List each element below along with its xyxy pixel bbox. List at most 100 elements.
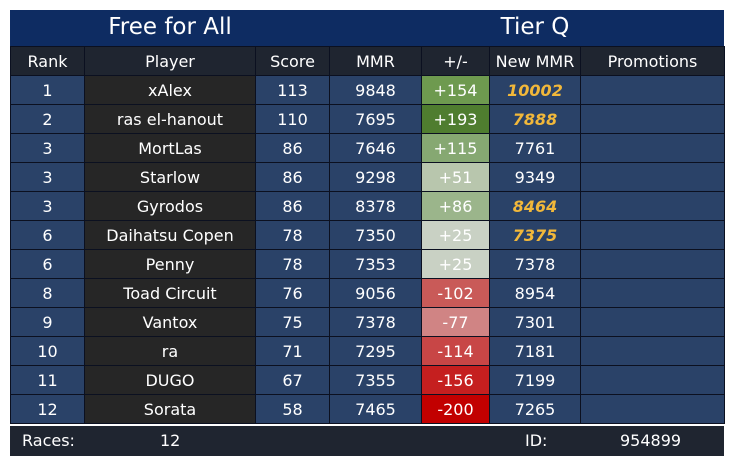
mmr-change-cell: +25 <box>421 249 490 279</box>
score-cell: 86 <box>255 162 330 192</box>
score-cell: 76 <box>255 278 330 308</box>
new-mmr-cell: 7378 <box>489 249 581 279</box>
mmr-cell: 7695 <box>329 104 422 134</box>
mode-title: Free for All <box>108 14 232 40</box>
player-cell: xAlex <box>84 75 256 105</box>
tier-title: Tier Q <box>500 14 570 40</box>
event-id: 954899 <box>620 431 682 450</box>
new-mmr-cell: 7181 <box>489 336 581 366</box>
mmr-cell: 8378 <box>329 191 422 221</box>
mmr-change-cell: +25 <box>421 220 490 250</box>
promotion-cell <box>580 278 725 308</box>
player-cell: ras el-hanout <box>84 104 256 134</box>
mmr-change-cell: -114 <box>421 336 490 366</box>
title-bar: Free for All Tier Q <box>10 10 724 46</box>
player-cell: Daihatsu Copen <box>84 220 256 250</box>
col-header-new-mmr: New MMR <box>489 46 581 76</box>
table-row: 3 Starlow 86 9298 +51 9349 <box>10 162 725 192</box>
score-cell: 67 <box>255 365 330 395</box>
col-header-rank: Rank <box>10 46 85 76</box>
promotion-cell <box>580 133 725 163</box>
table-row: 11 DUGO 67 7355 -156 7199 <box>10 365 725 395</box>
table-row: 8 Toad Circuit 76 9056 -102 8954 <box>10 278 725 308</box>
new-mmr-cell: 9349 <box>489 162 581 192</box>
rank-cell: 12 <box>10 394 85 424</box>
score-cell: 113 <box>255 75 330 105</box>
new-mmr-cell: 7265 <box>489 394 581 424</box>
mmr-change-cell: +193 <box>421 104 490 134</box>
rank-cell: 11 <box>10 365 85 395</box>
footer-bar: Races: 12 ID: 954899 <box>10 426 724 456</box>
rank-cell: 6 <box>10 249 85 279</box>
player-cell: Starlow <box>84 162 256 192</box>
table-row: 12 Sorata 58 7465 -200 7265 <box>10 394 725 424</box>
col-header-score: Score <box>255 46 330 76</box>
rank-cell: 1 <box>10 75 85 105</box>
mmr-cell: 9298 <box>329 162 422 192</box>
mmr-cell: 7378 <box>329 307 422 337</box>
new-mmr-cell: 7888 <box>489 104 581 134</box>
rank-cell: 2 <box>10 104 85 134</box>
promotion-cell <box>580 365 725 395</box>
mmr-change-cell: -200 <box>421 394 490 424</box>
player-cell: DUGO <box>84 365 256 395</box>
id-label: ID: <box>525 431 548 450</box>
player-cell: Penny <box>84 249 256 279</box>
rank-cell: 8 <box>10 278 85 308</box>
new-mmr-cell: 10002 <box>489 75 581 105</box>
rank-cell: 3 <box>10 191 85 221</box>
new-mmr-cell: 7761 <box>489 133 581 163</box>
mmr-change-cell: +115 <box>421 133 490 163</box>
mmr-cell: 7350 <box>329 220 422 250</box>
promotion-cell <box>580 162 725 192</box>
promotion-cell <box>580 249 725 279</box>
mmr-cell: 9056 <box>329 278 422 308</box>
mmr-cell: 7353 <box>329 249 422 279</box>
col-header-mmr: MMR <box>329 46 422 76</box>
player-cell: Sorata <box>84 394 256 424</box>
score-cell: 78 <box>255 220 330 250</box>
score-cell: 75 <box>255 307 330 337</box>
rank-cell: 3 <box>10 162 85 192</box>
mmr-change-cell: -77 <box>421 307 490 337</box>
mmr-cell: 7465 <box>329 394 422 424</box>
player-cell: Gyrodos <box>84 191 256 221</box>
races-count: 12 <box>160 431 181 450</box>
promotion-cell <box>580 220 725 250</box>
table-row: 3 MortLas 86 7646 +115 7761 <box>10 133 725 163</box>
score-cell: 58 <box>255 394 330 424</box>
table-row: 3 Gyrodos 86 8378 +86 8464 <box>10 191 725 221</box>
player-cell: Toad Circuit <box>84 278 256 308</box>
score-cell: 86 <box>255 133 330 163</box>
mmr-cell: 9848 <box>329 75 422 105</box>
score-cell: 78 <box>255 249 330 279</box>
player-cell: MortLas <box>84 133 256 163</box>
rank-cell: 10 <box>10 336 85 366</box>
mmr-change-cell: +86 <box>421 191 490 221</box>
col-header-promotions: Promotions <box>580 46 725 76</box>
promotion-cell <box>580 191 725 221</box>
player-cell: Vantox <box>84 307 256 337</box>
score-cell: 86 <box>255 191 330 221</box>
results-card: Free for All Tier Q Rank Player Score MM… <box>10 10 725 456</box>
promotion-cell <box>580 307 725 337</box>
score-cell: 110 <box>255 104 330 134</box>
mmr-change-cell: +51 <box>421 162 490 192</box>
new-mmr-cell: 8464 <box>489 191 581 221</box>
new-mmr-cell: 7301 <box>489 307 581 337</box>
promotion-cell <box>580 75 725 105</box>
table-row: 2 ras el-hanout 110 7695 +193 7888 <box>10 104 725 134</box>
promotion-cell <box>580 336 725 366</box>
col-header-delta: +/- <box>421 46 490 76</box>
col-header-player: Player <box>84 46 256 76</box>
new-mmr-cell: 8954 <box>489 278 581 308</box>
rank-cell: 9 <box>10 307 85 337</box>
mmr-change-cell: -102 <box>421 278 490 308</box>
mmr-change-cell: +154 <box>421 75 490 105</box>
new-mmr-cell: 7375 <box>489 220 581 250</box>
table-row: 6 Daihatsu Copen 78 7350 +25 7375 <box>10 220 725 250</box>
mmr-change-cell: -156 <box>421 365 490 395</box>
table-row: 9 Vantox 75 7378 -77 7301 <box>10 307 725 337</box>
promotion-cell <box>580 394 725 424</box>
mmr-cell: 7295 <box>329 336 422 366</box>
